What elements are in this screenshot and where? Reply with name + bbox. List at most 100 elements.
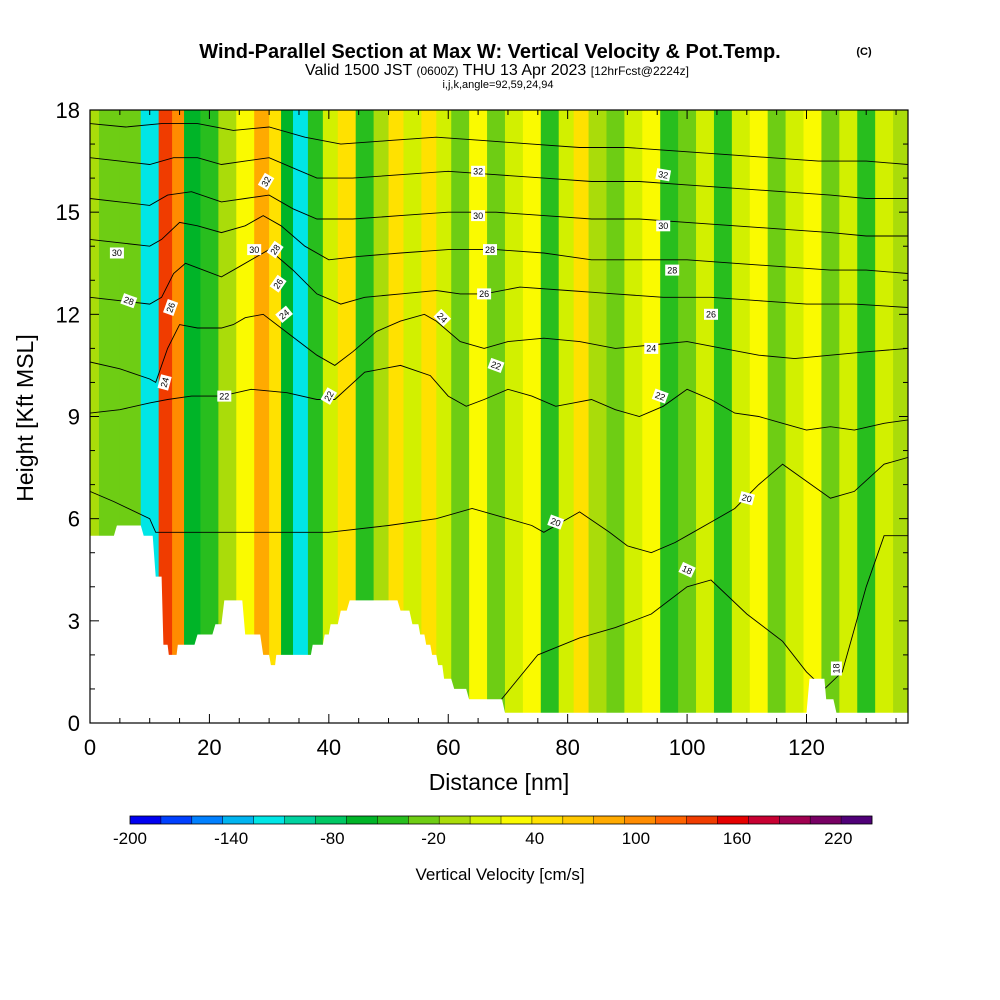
x-axis: 0 20 40 60 80 100 120 bbox=[84, 110, 897, 760]
velocity-band bbox=[785, 110, 805, 723]
velocity-band bbox=[731, 110, 751, 723]
velocity-band bbox=[184, 110, 202, 723]
theta-contour-34 bbox=[90, 123, 908, 165]
colorbar-swatch bbox=[377, 816, 409, 824]
velocity-band bbox=[436, 110, 452, 723]
colorbar-swatch bbox=[284, 816, 316, 824]
contour-label: 26 bbox=[704, 308, 718, 320]
contour-label-text: 18 bbox=[832, 663, 842, 673]
velocity-band bbox=[875, 110, 894, 723]
velocity-band bbox=[767, 110, 787, 723]
theta-contour-22 bbox=[90, 364, 908, 431]
contour-label: 18 bbox=[830, 661, 842, 676]
contour-label: 30 bbox=[656, 220, 671, 232]
contour-label-text: 28 bbox=[667, 265, 677, 275]
contour-label-text: 22 bbox=[490, 359, 503, 372]
contour-label: 24 bbox=[157, 374, 172, 391]
velocity-band bbox=[522, 110, 542, 723]
contour-label-text: 30 bbox=[249, 245, 259, 255]
contour-label-text: 22 bbox=[654, 390, 667, 403]
velocity-band bbox=[606, 110, 625, 723]
contour-label-text: 32 bbox=[473, 167, 483, 177]
contour-label-text: 22 bbox=[219, 391, 229, 401]
contour-label-text: 24 bbox=[277, 307, 291, 321]
contour-label-text: 28 bbox=[485, 245, 495, 255]
x-tick-label: 0 bbox=[84, 735, 96, 760]
chart-title: Wind-Parallel Section at Max W: Vertical… bbox=[199, 41, 780, 63]
colorbar-tick-label: -20 bbox=[421, 829, 446, 848]
velocity-band bbox=[642, 110, 661, 723]
chart-subtitle: Valid 1500 JST (0600Z) THU 13 Apr 2023 [… bbox=[305, 62, 689, 79]
contour-label-text: 30 bbox=[473, 211, 483, 221]
colorbar-swatch bbox=[748, 816, 780, 824]
contour-label-text: 30 bbox=[658, 221, 668, 231]
velocity-band bbox=[660, 110, 679, 723]
contour-label-text: 26 bbox=[164, 301, 177, 314]
colorbar-swatch bbox=[470, 816, 502, 824]
colorbar-swatch bbox=[531, 816, 564, 824]
contour-label-text: 22 bbox=[322, 389, 336, 403]
contour-label: 30 bbox=[247, 244, 262, 256]
velocity-band bbox=[803, 110, 823, 723]
y-tick-label: 18 bbox=[56, 98, 80, 123]
contour-label: 26 bbox=[163, 299, 179, 316]
subtitle-date: THU 13 Apr 2023 bbox=[463, 62, 587, 79]
colorbar-tick-label: -80 bbox=[320, 829, 345, 848]
x-tick-label: 100 bbox=[669, 735, 706, 760]
theta-contour-20 bbox=[90, 456, 908, 554]
theta-contour-30 bbox=[90, 191, 908, 237]
contour-label-text: 20 bbox=[549, 516, 562, 529]
subtitle-z: (0600Z) bbox=[416, 64, 458, 78]
contour-label: 30 bbox=[109, 247, 124, 259]
terrain-mask bbox=[90, 525, 908, 723]
x-axis-label: Distance [nm] bbox=[429, 769, 570, 795]
velocity-band bbox=[588, 110, 608, 723]
velocity-band bbox=[355, 110, 375, 723]
colorbar-tick-label: -200 bbox=[113, 829, 147, 848]
subtitle-fcst: [12hrFcst@2224z] bbox=[591, 64, 689, 78]
colorbar-swatch bbox=[222, 816, 254, 824]
velocity-band bbox=[218, 110, 237, 723]
colorbar-swatch bbox=[130, 816, 162, 824]
contour-label-text: 32 bbox=[259, 175, 273, 189]
y-tick-label: 12 bbox=[56, 302, 80, 327]
colorbar-swatch bbox=[686, 816, 718, 824]
colorbar-swatch bbox=[408, 816, 440, 824]
velocity-band bbox=[504, 110, 524, 723]
velocity-band bbox=[487, 110, 506, 723]
colorbar-swatch bbox=[593, 816, 625, 824]
contour-label-text: 28 bbox=[122, 294, 135, 307]
theta-contour-32 bbox=[90, 157, 908, 199]
colorbar-swatch bbox=[160, 816, 193, 824]
velocity-band bbox=[821, 110, 840, 723]
x-tick-label: 120 bbox=[788, 735, 825, 760]
x-tick-label: 60 bbox=[436, 735, 460, 760]
colorbar-swatch bbox=[841, 816, 873, 824]
y-axis-label: Height [Kft MSL] bbox=[12, 334, 38, 501]
colorbar-swatch bbox=[624, 816, 656, 824]
contour-label: 24 bbox=[275, 305, 293, 324]
y-tick-label: 9 bbox=[68, 405, 80, 430]
colorbar-tick-label: 40 bbox=[525, 829, 544, 848]
contour-label: 26 bbox=[269, 274, 287, 293]
vertical-velocity-field bbox=[90, 110, 908, 723]
contour-label-text: 26 bbox=[706, 310, 716, 320]
velocity-band bbox=[388, 110, 405, 723]
colorbar-tick-label: 220 bbox=[824, 829, 852, 848]
velocity-band bbox=[373, 110, 390, 723]
contour-label: 32 bbox=[655, 168, 672, 182]
plot-area: 32 30 30 28 28 26 26 24 24 22 22 32 30 28 26 24 22 32 30 28… bbox=[90, 110, 908, 723]
velocity-band bbox=[322, 110, 339, 723]
velocity-band bbox=[469, 110, 488, 723]
velocity-band bbox=[696, 110, 715, 723]
colorbar-swatch bbox=[501, 816, 533, 824]
contour-label: 24 bbox=[644, 342, 659, 354]
contour-label-text: 26 bbox=[479, 289, 489, 299]
y-axis: 0 3 6 9 12 15 18 bbox=[56, 98, 908, 736]
velocity-band bbox=[254, 110, 270, 723]
y-tick-label: 15 bbox=[56, 200, 80, 225]
contour-label-text: 28 bbox=[268, 243, 282, 257]
contour-label-text: 32 bbox=[657, 169, 669, 181]
velocity-band bbox=[451, 110, 470, 723]
contour-label: 18 bbox=[678, 561, 696, 578]
